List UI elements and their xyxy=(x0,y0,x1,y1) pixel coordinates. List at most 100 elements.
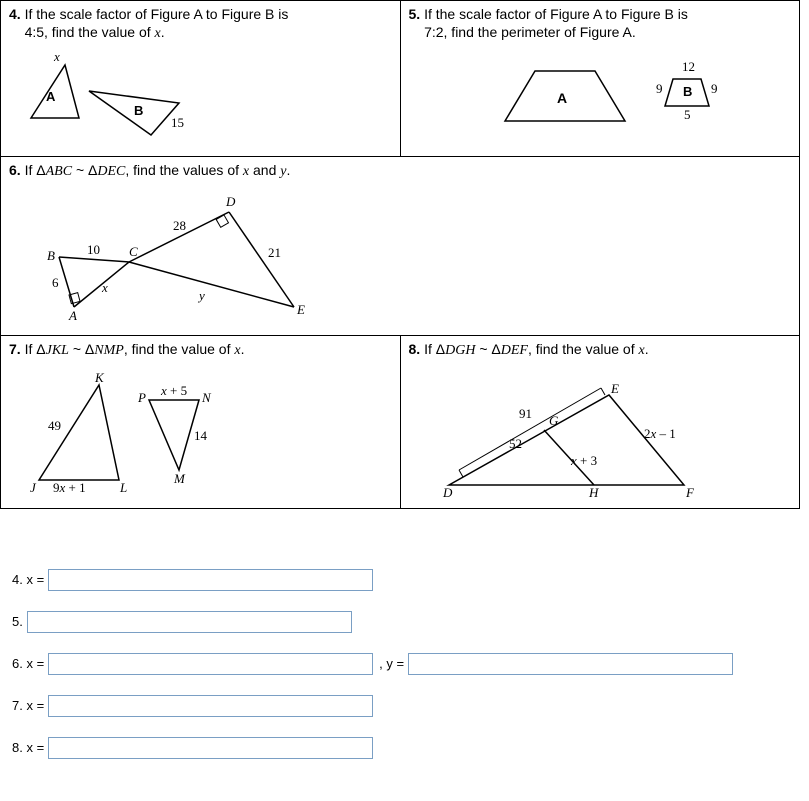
q6-AB xyxy=(59,257,74,307)
q6-Alab: A xyxy=(68,308,77,323)
q5-svg: A 12 9 9 5 B xyxy=(475,51,735,141)
q6-28: 28 xyxy=(173,218,186,233)
ans-row-4: 4. x = xyxy=(12,569,797,591)
ans8-label: 8. x = xyxy=(12,740,44,755)
q8-brace-de-l xyxy=(459,470,463,477)
q6-Blab: B xyxy=(47,248,55,263)
q5-A: A xyxy=(557,90,567,106)
ans-row-7: 7. x = xyxy=(12,695,797,717)
ans-row-6: 6. x = , y = xyxy=(12,653,797,675)
q6-y: y xyxy=(197,288,205,303)
ans7-label: 7. x = xyxy=(12,698,44,713)
q6-and: and xyxy=(249,162,280,178)
q8-t1: DGH xyxy=(445,343,475,358)
cell-q6: 6. If ΔABC ~ ΔDEC, find the values of x … xyxy=(1,157,800,335)
q7-tilde: ~ Δ xyxy=(69,341,94,357)
q6-Elab: E xyxy=(296,302,305,317)
q6-dot: . xyxy=(286,162,290,178)
q8-svg: D E F G H 91 52 x + 3 2x – 1 xyxy=(419,370,719,500)
q5-pre: If the scale factor of Figure A to Figur… xyxy=(420,6,688,22)
q7-t1: JKL xyxy=(46,343,69,358)
q8-91: 91 xyxy=(519,406,532,421)
q5-left: 9 xyxy=(656,81,663,96)
q8-prompt: 8. If ΔDGH ~ ΔDEF, find the value of x. xyxy=(409,340,792,360)
answers-block: 4. x = 5. 6. x = , y = 7. x = 8. x = xyxy=(0,559,809,789)
q6-CE xyxy=(129,262,294,307)
q6-t1: ABC xyxy=(46,164,72,179)
ans7-input[interactable] xyxy=(48,695,373,717)
q5-figure: A 12 9 9 5 B xyxy=(409,47,792,145)
q6-6: 6 xyxy=(52,275,59,290)
q8-D: D xyxy=(442,485,453,500)
q6-svg: A B C D E 10 28 21 6 x y xyxy=(19,192,339,327)
q6-post: , find the values of xyxy=(125,162,243,178)
q7-prompt: 7. If ΔJKL ~ ΔNMP, find the value of x. xyxy=(9,340,392,360)
q5-num: 5. xyxy=(409,6,421,22)
q8-pre: If Δ xyxy=(420,341,445,357)
q7-dot: . xyxy=(241,341,245,357)
q4-ratio: 4:5, find the value of xyxy=(25,24,155,40)
cell-q7: 7. If ΔJKL ~ ΔNMP, find the value of x. … xyxy=(1,335,401,508)
q7-14: 14 xyxy=(194,428,208,443)
q8-t2: DEF xyxy=(501,343,528,358)
cell-q4: 4. If the scale factor of Figure A to Fi… xyxy=(1,1,401,157)
ans5-input[interactable] xyxy=(27,611,352,633)
q5-B: B xyxy=(683,84,692,99)
q6-t2: DEC xyxy=(97,164,125,179)
q6-21: 21 xyxy=(268,245,281,260)
q8-post: , find the value of xyxy=(528,341,639,357)
q4-svg: x A B 15 xyxy=(19,53,219,148)
q6-Clab: C xyxy=(129,244,138,259)
q8-num: 8. xyxy=(409,341,421,357)
q7-K: K xyxy=(94,370,105,385)
q5-prompt: 5. If the scale factor of Figure A to Fi… xyxy=(409,5,792,41)
q4-15: 15 xyxy=(171,115,184,130)
q8-E: E xyxy=(610,381,619,396)
ans6y-input[interactable] xyxy=(408,653,733,675)
ans-row-8: 8. x = xyxy=(12,737,797,759)
q8-brace-de-r xyxy=(601,388,605,395)
q7-P: P xyxy=(137,390,146,405)
q5-right: 9 xyxy=(711,81,718,96)
q7-svg: J K L 49 9x + 1 N M P x + 5 14 xyxy=(19,370,269,495)
cell-q8: 8. If ΔDGH ~ ΔDEF, find the value of x. … xyxy=(400,335,800,508)
q7-post: , find the value of xyxy=(124,341,235,357)
q4-x: x xyxy=(53,53,60,64)
q6-BC xyxy=(59,257,129,262)
q4-B: B xyxy=(134,103,143,118)
q8-figure: D E F G H 91 52 x + 3 2x – 1 xyxy=(409,366,792,504)
ans8-input[interactable] xyxy=(48,737,373,759)
q8-F: F xyxy=(685,485,695,500)
q8-GHlen: x + 3 xyxy=(570,453,597,468)
q8-tilde: ~ Δ xyxy=(475,341,500,357)
ans6b-label: , y = xyxy=(379,656,404,671)
q7-N: N xyxy=(201,390,212,405)
q7-nmp xyxy=(149,400,199,470)
ans4-input[interactable] xyxy=(48,569,373,591)
q5-ratio: 7:2, find the perimeter of Figure A. xyxy=(424,24,636,40)
ans6x-input[interactable] xyxy=(48,653,373,675)
q4-dot: . xyxy=(161,24,165,40)
q6-Dlab: D xyxy=(225,194,236,209)
q6-pre: If Δ xyxy=(21,162,46,178)
q7-num: 7. xyxy=(9,341,21,357)
q6-DE xyxy=(229,212,294,307)
ans5-label: 5. xyxy=(12,614,23,629)
ans-row-5: 5. xyxy=(12,611,797,633)
q6-figure: A B C D E 10 28 21 6 x y xyxy=(9,188,791,331)
q8-EFlen: 2x – 1 xyxy=(644,426,676,441)
q6-prompt: 6. If ΔABC ~ ΔDEC, find the values of x … xyxy=(9,161,791,181)
q7-49: 49 xyxy=(48,418,61,433)
cell-q5: 5. If the scale factor of Figure A to Fi… xyxy=(400,1,800,157)
q7-L: L xyxy=(119,480,127,495)
problem-grid: 4. If the scale factor of Figure A to Fi… xyxy=(0,0,800,509)
q4-figure: x A B 15 xyxy=(9,49,392,152)
ans6a-label: 6. x = xyxy=(12,656,44,671)
q7-t2: NMP xyxy=(94,343,124,358)
q6-tilde: ~ Δ xyxy=(72,162,97,178)
q5-top: 12 xyxy=(682,59,695,74)
q7-M: M xyxy=(173,471,186,486)
q6-num: 6. xyxy=(9,162,21,178)
q8-dot: . xyxy=(645,341,649,357)
q4-prompt: 4. If the scale factor of Figure A to Fi… xyxy=(9,5,392,43)
